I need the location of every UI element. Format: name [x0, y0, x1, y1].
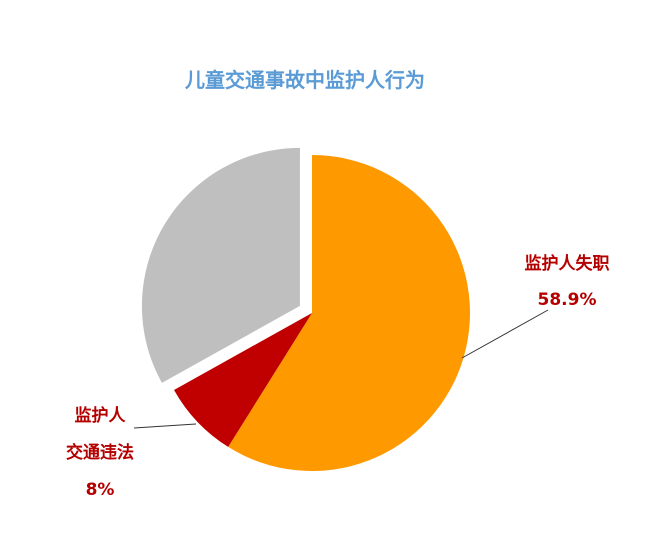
pie-slice	[228, 155, 471, 472]
value-label: 8%	[85, 480, 115, 500]
pie-slice	[174, 313, 312, 447]
category-label: 监护人 交通违法	[66, 406, 134, 463]
value-label: 58.9%	[537, 290, 597, 310]
leader-line	[461, 309, 549, 359]
category-label: 监护人失职	[524, 254, 610, 274]
chart-title: 儿童交通事故中监护人行为	[185, 68, 425, 92]
leader-line	[133, 423, 197, 429]
pie-slice	[141, 147, 300, 383]
